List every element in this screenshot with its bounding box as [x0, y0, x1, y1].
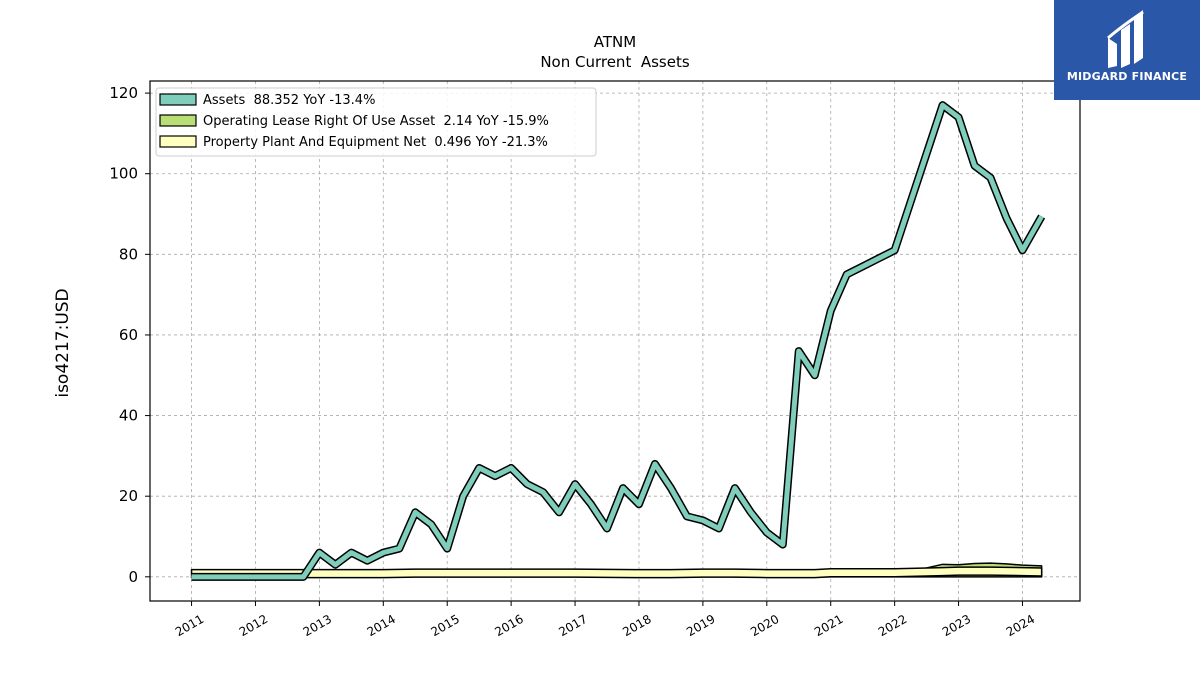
assets-point	[398, 548, 400, 550]
assets-point	[1041, 215, 1043, 217]
assets-point	[974, 165, 976, 167]
assets-point	[638, 503, 640, 505]
y-tick-label: 120	[109, 84, 138, 102]
assets-point	[926, 153, 928, 155]
assets-point	[446, 548, 448, 550]
legend-swatch-ppe	[159, 135, 197, 148]
midgard-finance-logo: MIDGARD FINANCE	[1054, 0, 1200, 100]
assets-point	[766, 531, 768, 533]
assets-point	[526, 483, 528, 485]
assets-point	[494, 475, 496, 477]
assets-point	[478, 467, 480, 469]
y-axis-label: iso4217:USD	[53, 288, 73, 397]
legend-label-assets: Assets 88.352 YoY -13.4%	[203, 93, 375, 108]
assets-point	[750, 511, 752, 513]
assets-point	[1005, 217, 1007, 219]
x-tick-label: 2011	[173, 612, 206, 639]
x-tick-label: 2017	[556, 612, 589, 639]
assets-point	[510, 467, 512, 469]
assets-point	[910, 201, 912, 203]
x-tick-label: 2019	[684, 612, 717, 639]
x-tick-label: 2015	[428, 612, 461, 639]
assets-point	[702, 519, 704, 521]
assets-point	[430, 523, 432, 525]
y-axis: 0 20 40 60 80 100 120	[109, 84, 150, 586]
x-tick-label: 2024	[1004, 612, 1037, 639]
assets-point	[334, 564, 336, 566]
assets-point	[798, 350, 800, 352]
y-tick-label: 40	[119, 407, 138, 425]
x-tick-label: 2014	[365, 612, 398, 639]
y-tick-label: 80	[119, 245, 138, 263]
legend-label-ppe: Property Plant And Equipment Net 0.496 Y…	[203, 135, 548, 150]
assets-point	[590, 503, 592, 505]
x-tick-label: 2023	[940, 612, 973, 639]
chart-subtitle: Non Current Assets	[540, 53, 690, 71]
assets-point	[302, 576, 304, 578]
x-tick-label: 2020	[748, 612, 781, 639]
assets-point	[622, 487, 624, 489]
legend: Assets 88.352 YoY -13.4% Operating Lease…	[155, 87, 597, 157]
series-assets-line	[191, 102, 1044, 580]
assets-point	[462, 495, 464, 497]
assets-point	[318, 552, 320, 554]
assets-point	[942, 104, 944, 106]
x-tick-label: 2016	[492, 612, 525, 639]
assets-point	[814, 374, 816, 376]
series-layer	[190, 101, 1046, 581]
assets-point	[654, 463, 656, 465]
x-tick-label: 2012	[237, 612, 270, 639]
assets-point	[846, 273, 848, 275]
assets-point	[606, 527, 608, 529]
legend-label-operating-lease: Operating Lease Right Of Use Asset 2.14 …	[203, 114, 549, 129]
logo-text: MIDGARD FINANCE	[1066, 70, 1188, 83]
assets-point	[686, 515, 688, 517]
assets-point	[718, 527, 720, 529]
assets-point	[782, 544, 784, 546]
assets-point	[350, 552, 352, 554]
assets-point	[670, 487, 672, 489]
assets-point	[382, 552, 384, 554]
assets-point	[191, 576, 193, 578]
x-axis: 2011 2012 2013 2014 2015 2016 2017 2018 2019 2020…	[173, 601, 1037, 639]
y-tick-label: 0	[128, 568, 138, 586]
chart-title: ATNM	[594, 33, 636, 51]
assets-point	[734, 487, 736, 489]
assets-point	[894, 249, 896, 251]
assets-point	[542, 491, 544, 493]
assets-point	[990, 177, 992, 179]
legend-swatch-assets	[159, 93, 197, 106]
assets-point	[574, 483, 576, 485]
assets-point	[1021, 249, 1023, 251]
assets-point	[414, 511, 416, 513]
assets-point	[862, 265, 864, 267]
y-tick-label: 20	[119, 487, 138, 505]
x-tick-label: 2021	[812, 612, 845, 639]
assets-point	[830, 310, 832, 312]
y-tick-label: 100	[109, 165, 138, 183]
x-tick-label: 2018	[620, 612, 653, 639]
grid	[150, 81, 1080, 601]
series-ppe-band	[190, 566, 1043, 579]
plot-frame	[149, 80, 1081, 602]
x-tick-label: 2022	[876, 612, 909, 639]
assets-point	[958, 116, 960, 118]
assets-point	[558, 511, 560, 513]
y-tick-label: 60	[119, 326, 138, 344]
legend-box	[155, 87, 597, 157]
logo-mark-icon	[1107, 10, 1144, 68]
assets-point	[878, 257, 880, 259]
x-tick-label: 2013	[301, 612, 334, 639]
assets-point	[366, 560, 368, 562]
legend-swatch-operating-lease	[159, 114, 197, 127]
